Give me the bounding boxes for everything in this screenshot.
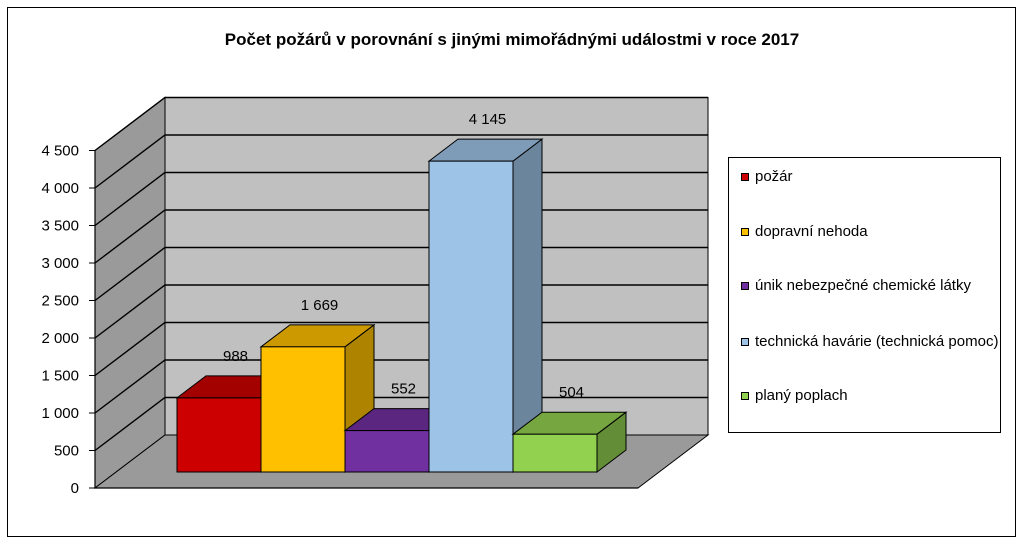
bar-5 [511,411,628,474]
y-tick-label: 1 000 [41,405,79,422]
gridline [94,134,708,189]
legend-swatch-plany-poplach [741,392,749,400]
bar-2-front [260,346,346,473]
data-label-5: 504 [559,384,584,401]
legend-label-dopravni-nehoda: dopravní nehoda [755,223,868,240]
y-tick-label: 1 500 [41,368,79,385]
data-label-2: 1 669 [301,297,339,314]
legend-label-plany-poplach: planý poplach [755,387,848,404]
y-tick-label: 4 500 [41,143,79,160]
y-tick-label: 3 000 [41,255,79,272]
bar-1-front [176,397,262,473]
legend-label-pozar: požár [755,168,793,185]
data-label-4: 4 145 [469,111,507,128]
data-label-3: 552 [391,381,416,398]
bar-4-front [428,160,514,473]
y-tick-label: 0 [71,480,79,497]
legend-swatch-unik-chemicke-latky [741,282,749,290]
data-label-1: 988 [223,348,248,365]
bar-5-front [512,433,598,473]
y-tick-label: 4 000 [41,180,79,197]
bar-3-front [344,430,430,473]
y-tick-label: 2 000 [41,330,79,347]
legend-swatch-dopravni-nehoda [741,228,749,236]
legend-swatch-technicka-havarie [741,338,749,346]
y-tick-label: 500 [54,443,79,460]
chart-legend: požár dopravní nehoda únik nebezpečné ch… [728,157,1001,433]
legend-label-technicka-havarie: technická havárie (technická pomoc) [755,333,999,350]
chart-title: Počet požárů v porovnání s jinými mimořá… [224,30,800,49]
y-tick-label: 2 500 [41,293,79,310]
legend-swatch-pozar [741,173,749,181]
y-tick-label: 3 500 [41,218,79,235]
bar-4 [427,138,544,474]
gridline [94,96,708,152]
legend-label-unik-chemicke-latky: únik nebezpečné chemické látky [755,277,971,294]
